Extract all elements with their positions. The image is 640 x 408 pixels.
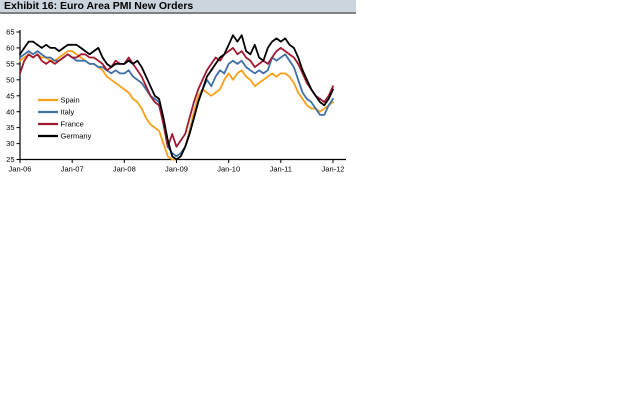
y-tick-label: 35 — [6, 123, 14, 132]
y-tick-label: 30 — [6, 139, 14, 148]
x-tick-label: Jan-06 — [9, 165, 32, 174]
y-tick-label: 60 — [6, 44, 14, 53]
title-bar: Exhibit 16: Euro Area PMI New Orders — [0, 0, 356, 14]
y-tick-label: 25 — [6, 155, 14, 164]
y-tick-label: 50 — [6, 75, 14, 84]
x-tick-label: Jan-08 — [113, 165, 136, 174]
x-tick-label: Jan-09 — [165, 165, 188, 174]
exhibit-title: Exhibit 16: Euro Area PMI New Orders — [4, 0, 194, 12]
legend-label-germany: Germany — [61, 132, 92, 141]
x-tick-label: Jan-07 — [61, 165, 84, 174]
x-tick-label: Jan-12 — [322, 165, 345, 174]
y-tick-label: 65 — [6, 28, 14, 37]
y-tick-label: 55 — [6, 60, 14, 69]
series-line-spain — [19, 50, 334, 161]
x-tick-label: Jan-10 — [217, 165, 240, 174]
y-tick-label: 45 — [6, 91, 14, 100]
y-tick-label: 40 — [6, 107, 14, 116]
legend-label-spain: Spain — [61, 96, 80, 105]
x-tick-label: Jan-11 — [270, 165, 292, 174]
series-line-france — [19, 47, 334, 148]
legend-label-france: France — [61, 120, 84, 129]
series-line-germany — [19, 34, 334, 161]
legend-label-italy: Italy — [61, 108, 75, 117]
